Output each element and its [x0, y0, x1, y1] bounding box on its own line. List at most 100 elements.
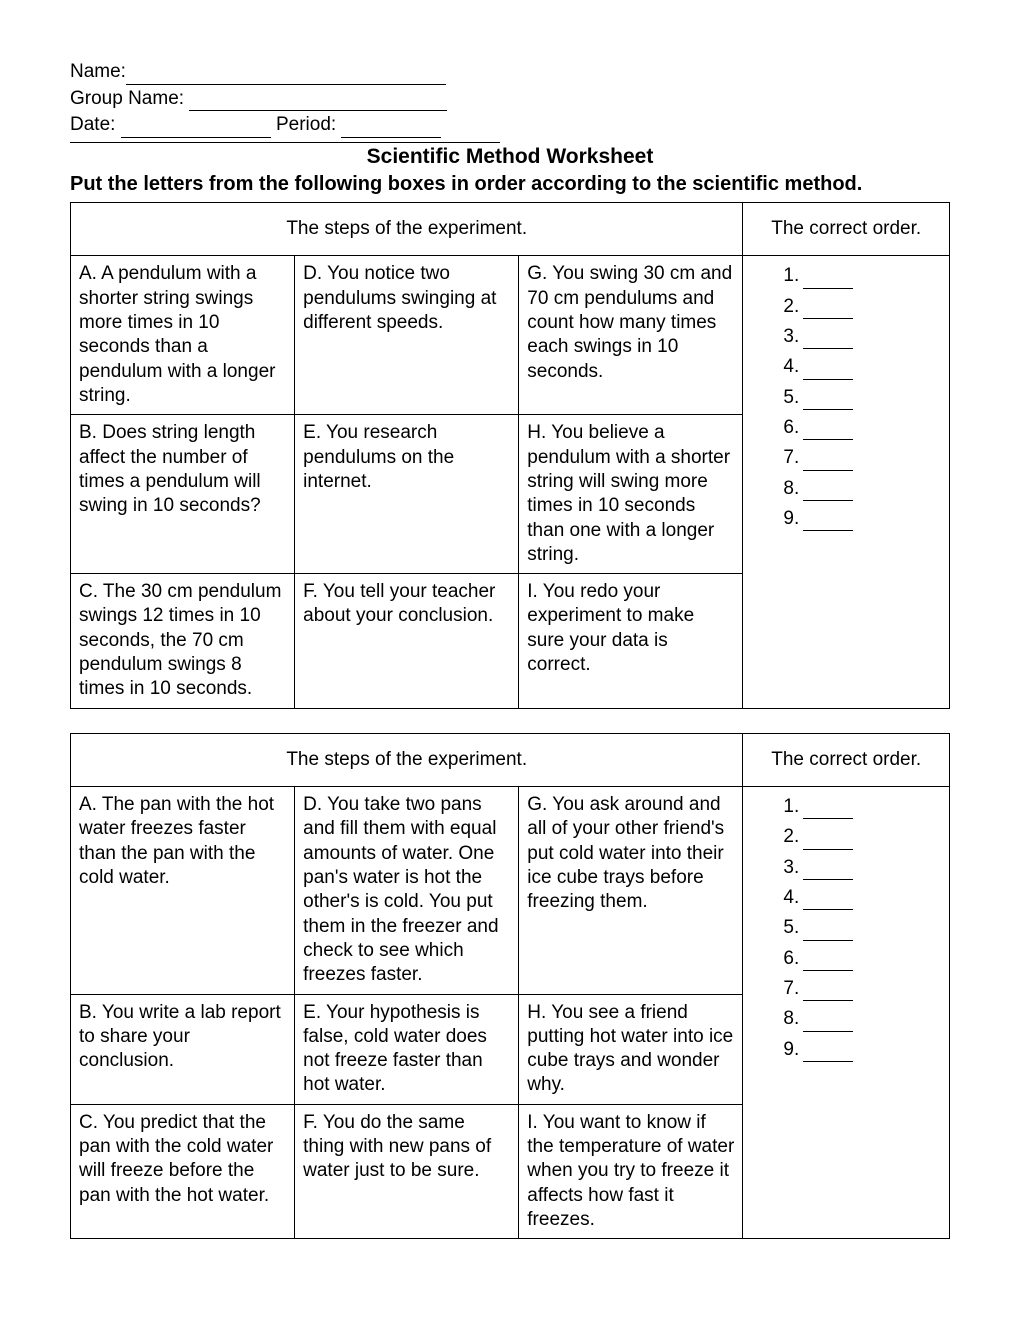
order-number: 8.: [783, 1008, 799, 1029]
order-item: 6.: [783, 947, 941, 971]
order-item: 9.: [783, 507, 941, 531]
step-cell: E. Your hypothesis is false, cold water …: [295, 994, 519, 1104]
order-item: 1.: [783, 795, 941, 819]
step-cell: D. You notice two pendulums swinging at …: [295, 256, 519, 415]
order-number: 7.: [783, 447, 799, 468]
step-cell: G. You ask around and all of your other …: [519, 787, 743, 995]
order-number: 4.: [783, 887, 799, 908]
order-blank[interactable]: [803, 923, 853, 941]
order-number: 6.: [783, 417, 799, 438]
name-label: Name:: [70, 61, 126, 82]
step-cell: C. The 30 cm pendulum swings 12 times in…: [71, 574, 295, 709]
step-cell: G. You swing 30 cm and 70 cm pendulums a…: [519, 256, 743, 415]
order-item: 3.: [783, 856, 941, 880]
step-cell: A. The pan with the hot water freezes fa…: [71, 787, 295, 995]
order-number: 9.: [783, 1039, 799, 1060]
order-number: 9.: [783, 508, 799, 529]
order-number: 5.: [783, 387, 799, 408]
order-item: 5.: [783, 386, 941, 410]
instruction-text: Put the letters from the following boxes…: [70, 173, 950, 196]
order-item: 2.: [783, 825, 941, 849]
order-item: 6.: [783, 416, 941, 440]
order-number: 3.: [783, 857, 799, 878]
order-blank[interactable]: [803, 953, 853, 971]
step-cell: D. You take two pans and fill them with …: [295, 787, 519, 995]
order-number: 7.: [783, 978, 799, 999]
order-item: 4.: [783, 886, 941, 910]
order-item: 7.: [783, 977, 941, 1001]
step-cell: H. You see a friend putting hot water in…: [519, 994, 743, 1104]
steps-header: The steps of the experiment.: [71, 733, 743, 786]
step-cell: A. A pendulum with a shorter string swin…: [71, 256, 295, 415]
step-cell: C. You predict that the pan with the col…: [71, 1104, 295, 1239]
order-number: 3.: [783, 326, 799, 347]
order-cell: 1. 2. 3. 4. 5. 6. 7. 8. 9.: [743, 256, 950, 708]
experiment-table-2: The steps of the experiment. The correct…: [70, 733, 950, 1240]
order-blank[interactable]: [803, 983, 853, 1001]
order-item: 8.: [783, 1007, 941, 1031]
header-divider: [70, 142, 500, 143]
table-header-row: The steps of the experiment. The correct…: [71, 203, 950, 256]
order-number: 1.: [783, 796, 799, 817]
order-blank[interactable]: [803, 832, 853, 850]
order-blank[interactable]: [803, 892, 853, 910]
page-title: Scientific Method Worksheet: [70, 145, 950, 169]
order-header: The correct order.: [743, 203, 950, 256]
order-cell: 1. 2. 3. 4. 5. 6. 7. 8. 9.: [743, 787, 950, 1239]
order-blank[interactable]: [803, 392, 853, 410]
step-cell: B. You write a lab report to share your …: [71, 994, 295, 1104]
order-number: 2.: [783, 296, 799, 317]
order-blank[interactable]: [803, 362, 853, 380]
order-header: The correct order.: [743, 733, 950, 786]
order-number: 8.: [783, 478, 799, 499]
group-blank[interactable]: [189, 92, 447, 111]
order-item: 4.: [783, 355, 941, 379]
name-blank[interactable]: [126, 66, 446, 85]
step-cell: I. You redo your experiment to make sure…: [519, 574, 743, 709]
order-blank[interactable]: [803, 1044, 853, 1062]
experiment-table-1: The steps of the experiment. The correct…: [70, 202, 950, 709]
order-blank[interactable]: [803, 862, 853, 880]
date-label: Date:: [70, 114, 121, 135]
group-line: Group Name:: [70, 87, 950, 112]
order-number: 1.: [783, 265, 799, 286]
order-number: 5.: [783, 917, 799, 938]
header-block: Name: Group Name: Date: Period:: [70, 60, 950, 143]
order-item: 7.: [783, 446, 941, 470]
order-blank[interactable]: [803, 271, 853, 289]
period-label: Period:: [271, 114, 342, 135]
period-blank[interactable]: [341, 119, 441, 138]
step-cell: E. You research pendulums on the interne…: [295, 415, 519, 574]
order-item: 3.: [783, 325, 941, 349]
step-cell: I. You want to know if the temperature o…: [519, 1104, 743, 1239]
step-cell: F. You do the same thing with new pans o…: [295, 1104, 519, 1239]
order-blank[interactable]: [803, 1013, 853, 1031]
order-blank[interactable]: [803, 483, 853, 501]
order-blank[interactable]: [803, 801, 853, 819]
order-blank[interactable]: [803, 513, 853, 531]
table-row: A. The pan with the hot water freezes fa…: [71, 787, 950, 995]
order-item: 9.: [783, 1038, 941, 1062]
step-cell: F. You tell your teacher about your conc…: [295, 574, 519, 709]
order-number: 2.: [783, 826, 799, 847]
step-cell: H. You believe a pendulum with a shorter…: [519, 415, 743, 574]
worksheet-page: Name: Group Name: Date: Period: Scientif…: [0, 0, 1020, 1323]
steps-header: The steps of the experiment.: [71, 203, 743, 256]
table-row: A. A pendulum with a shorter string swin…: [71, 256, 950, 415]
order-number: 4.: [783, 356, 799, 377]
order-number: 6.: [783, 948, 799, 969]
order-blank[interactable]: [803, 453, 853, 471]
order-blank[interactable]: [803, 422, 853, 440]
name-line: Name:: [70, 60, 950, 85]
order-item: 1.: [783, 264, 941, 288]
order-blank[interactable]: [803, 301, 853, 319]
order-blank[interactable]: [803, 331, 853, 349]
order-item: 5.: [783, 916, 941, 940]
step-cell: B. Does string length affect the number …: [71, 415, 295, 574]
group-label: Group Name:: [70, 88, 189, 109]
table-header-row: The steps of the experiment. The correct…: [71, 733, 950, 786]
date-period-line: Date: Period:: [70, 113, 950, 138]
order-item: 8.: [783, 477, 941, 501]
order-item: 2.: [783, 295, 941, 319]
date-blank[interactable]: [121, 119, 271, 138]
